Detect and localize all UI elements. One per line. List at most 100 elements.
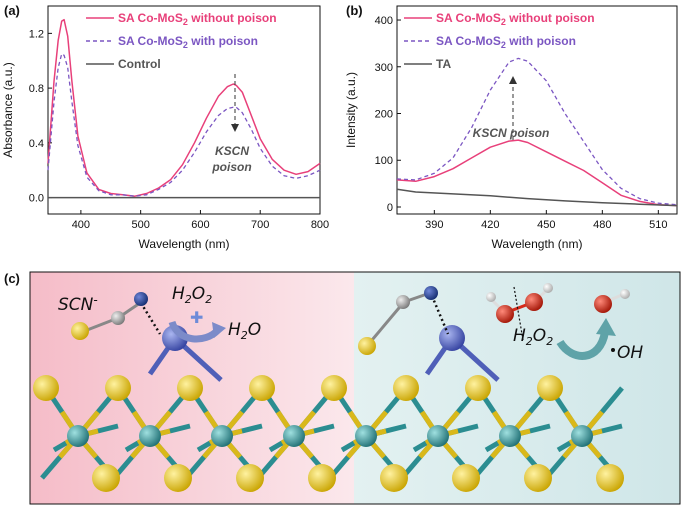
panel-a-annotation-line1: KSCN	[215, 144, 249, 158]
panel-a-ytick-label: 1.2	[29, 28, 44, 40]
scheme-frame	[29, 271, 681, 505]
panel-c-label: (c)	[4, 271, 20, 286]
s-atom	[105, 375, 131, 401]
panel-a-ytick-label: 0.4	[29, 138, 44, 150]
mo-atom	[211, 425, 233, 447]
left-reaction-arrowhead	[212, 322, 226, 338]
left-scn-complex: SCN-	[58, 292, 162, 340]
mo-atom	[355, 425, 377, 447]
panel-b-xtick-label: 510	[649, 219, 667, 231]
panel-b-ticks: 390 420 450 480 510 0 100 200 300 400	[375, 15, 668, 231]
s-atom	[596, 464, 624, 492]
panel-a-series-line-1	[47, 53, 321, 197]
scn-co-bond	[139, 302, 162, 335]
legend-control: Control	[118, 57, 161, 71]
s-atom	[452, 464, 480, 492]
s-atom	[177, 375, 203, 401]
scn-carbon-atom	[396, 295, 410, 309]
scn-nitrogen-atom	[134, 292, 148, 306]
s-atom	[321, 375, 347, 401]
panel-b-series-line-2	[396, 188, 678, 207]
legend-without-poison: SA Co-MoS2 without poison	[436, 11, 595, 27]
s-atom	[249, 375, 275, 401]
blocked-cross-icon: ✚	[190, 308, 203, 327]
panel-b-ytick-label: 300	[375, 62, 393, 74]
panel-b-series	[396, 57, 678, 207]
radical-dot	[611, 348, 615, 352]
panel-b-annotation: KSCN poison	[473, 126, 550, 140]
mo-atom	[427, 425, 449, 447]
s-atom	[465, 375, 491, 401]
mo-atom	[67, 425, 89, 447]
s-atom	[524, 464, 552, 492]
mo-atom	[499, 425, 521, 447]
panel-b-series-line-0	[396, 139, 678, 207]
oh-label: OH	[617, 343, 643, 363]
panel-a-xtick-label: 800	[311, 219, 329, 231]
oo-cleavage-line	[513, 286, 524, 341]
legend-without-poison: SA Co-MoS2 without poison	[118, 11, 277, 27]
co-single-atom	[439, 325, 465, 351]
panel-a-annotation-line2: poison	[211, 160, 251, 174]
panel-b-ytick-label: 100	[375, 155, 393, 167]
panel-a-series-line-0	[47, 18, 321, 197]
panel-a-xtick-label: 600	[191, 219, 209, 231]
legend-with-poison: SA Co-MoS2 with poison	[118, 34, 258, 50]
s-atom	[236, 464, 264, 492]
legend-with-poison: SA Co-MoS2 with poison	[436, 34, 576, 50]
s-atom	[33, 375, 59, 401]
s-atom	[164, 464, 192, 492]
right-reaction-arrowhead	[596, 318, 616, 336]
mo-atom	[139, 425, 161, 447]
h2o2-left-label: H2O2	[172, 284, 212, 306]
panel-b-ytick-label: 0	[387, 202, 393, 214]
panel-b-ytick-label: 200	[375, 109, 393, 121]
legend-ta: TA	[436, 57, 451, 71]
scn-carbon-atom	[111, 311, 125, 325]
panel-a-series	[47, 18, 321, 199]
panel-a-xtick-label: 500	[131, 219, 149, 231]
panel-a-ytick-label: 0.0	[29, 193, 44, 205]
panel-a-ticks: 400 500 600 700 800 0.0 0.4 0.8 1.2	[29, 28, 329, 231]
panel-b-series-line-1	[396, 57, 678, 206]
panel-b: (b) 390 420 450 480 510 0 100 200 300 400 Wavelen…	[344, 3, 678, 251]
scn-sulfur-atom	[358, 337, 376, 355]
s-atom	[380, 464, 408, 492]
mos2-lattice	[33, 325, 624, 492]
panel-a-label: (a)	[4, 3, 20, 18]
h2o-label: H2O	[228, 320, 261, 342]
scn-nitrogen-atom	[424, 286, 438, 300]
panel-b-xlabel: Wavelength (nm)	[492, 237, 583, 251]
s-atom	[92, 464, 120, 492]
panel-a-xlabel: Wavelength (nm)	[139, 237, 230, 251]
s-atom	[537, 375, 563, 401]
h2o2-right-label: H2O2	[513, 326, 553, 348]
h2o2-molecule	[486, 283, 553, 341]
s-atom	[393, 375, 419, 401]
s-atom	[308, 464, 336, 492]
mo-atom	[283, 425, 305, 447]
panel-a-frame	[47, 5, 321, 215]
panel-a-xtick-label: 700	[251, 219, 269, 231]
scn-sulfur-atom	[71, 322, 89, 340]
panel-b-legend: SA Co-MoS2 without poison SA Co-MoS2 wit…	[404, 11, 595, 71]
panel-b-frame	[396, 5, 678, 215]
panel-c-scheme: (c) SCN- H2O2 ✚ H2O	[4, 271, 681, 505]
panel-b-xtick-label: 420	[481, 219, 499, 231]
right-reaction-arrow	[556, 331, 609, 360]
panel-a-ytick-label: 0.8	[29, 83, 44, 95]
panel-b-ytick-label: 400	[375, 15, 393, 27]
panel-a-ylabel: Absorbance (a.u.)	[1, 62, 15, 157]
panel-a: (a) 400 500 600 700 800 0.0 0.4 0.8 1.2 Waveleng…	[1, 3, 329, 251]
panel-b-ylabel: Intensity (a.u.)	[344, 72, 358, 148]
panel-b-label: (b)	[346, 3, 363, 18]
right-scn-complex	[358, 286, 450, 355]
scn-label: SCN-	[58, 293, 98, 315]
panel-a-xtick-label: 400	[72, 219, 90, 231]
oh-radical	[594, 289, 630, 313]
panel-b-xtick-label: 390	[425, 219, 443, 231]
panel-b-xtick-label: 480	[593, 219, 611, 231]
panel-b-xtick-label: 450	[537, 219, 555, 231]
panel-a-legend: SA Co-MoS2 without poison SA Co-MoS2 wit…	[86, 11, 277, 71]
